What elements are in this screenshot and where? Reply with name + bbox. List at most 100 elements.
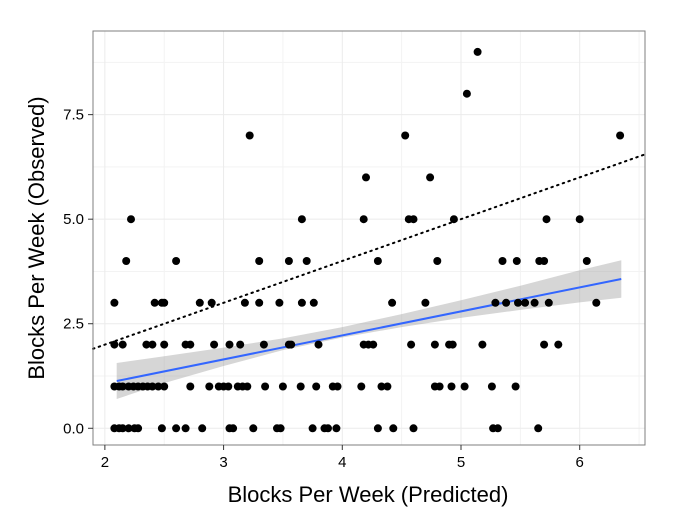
data-point: [383, 382, 392, 391]
data-point: [421, 298, 430, 307]
data-point: [148, 382, 157, 391]
data-point: [435, 382, 444, 391]
x-tick-label: 3: [219, 454, 227, 471]
data-point: [225, 340, 234, 349]
data-point: [297, 298, 306, 307]
data-point: [157, 424, 166, 433]
data-point: [575, 215, 584, 224]
data-point: [530, 298, 539, 307]
x-axis-ticks: 2 3 4 5 6: [101, 445, 584, 471]
data-point: [373, 257, 382, 265]
data-point: [302, 257, 311, 265]
fit-line: [116, 278, 622, 382]
y-axis-ticks: 0.0 2.5 5.0 7.5: [63, 107, 93, 437]
identity-line-path: [92, 153, 646, 350]
data-point: [491, 298, 500, 307]
data-point: [493, 424, 502, 433]
data-point: [487, 382, 496, 391]
data-point: [409, 424, 418, 433]
data-point: [236, 340, 245, 349]
data-point: [142, 340, 151, 349]
data-point: [373, 424, 382, 433]
data-point: [195, 298, 204, 307]
data-point: [118, 382, 127, 391]
data-point: [540, 340, 549, 349]
data-point: [512, 257, 521, 265]
data-point: [297, 215, 306, 224]
data-point: [186, 382, 195, 391]
data-points: [110, 47, 625, 433]
data-point: [207, 298, 216, 307]
data-point: [542, 215, 551, 224]
data-point: [276, 424, 285, 433]
x-tick-label: 6: [576, 454, 584, 471]
data-point: [172, 257, 181, 265]
data-point: [430, 340, 439, 349]
data-point: [249, 424, 258, 433]
data-point: [275, 298, 284, 307]
data-point: [388, 298, 397, 307]
data-point: [359, 215, 368, 224]
data-point: [534, 424, 543, 433]
data-point: [514, 298, 522, 307]
data-point: [433, 257, 442, 265]
data-point: [118, 340, 127, 349]
panel-border: [92, 30, 646, 446]
data-point: [616, 131, 625, 140]
data-point: [592, 298, 601, 307]
data-point: [498, 257, 507, 265]
data-point: [449, 215, 458, 224]
x-axis-title: Blocks Per Week (Predicted): [228, 482, 509, 507]
data-point: [314, 340, 323, 349]
data-point: [127, 215, 135, 224]
data-point: [447, 382, 456, 391]
data-point: [362, 173, 370, 182]
data-point: [409, 215, 418, 224]
data-point: [160, 382, 169, 391]
data-point: [210, 340, 219, 349]
data-point: [205, 382, 214, 391]
data-point: [154, 382, 163, 391]
data-point: [240, 298, 249, 307]
data-point: [255, 298, 264, 307]
data-point: [160, 298, 169, 307]
data-point: [544, 298, 553, 307]
fit-line-path: [116, 278, 622, 382]
data-point: [181, 424, 190, 433]
data-point: [312, 382, 321, 391]
data-point: [243, 382, 252, 391]
data-point: [186, 340, 195, 349]
data-point: [224, 382, 233, 391]
data-point: [540, 257, 549, 265]
data-point: [229, 424, 238, 433]
data-point: [511, 382, 520, 391]
major-gridlines: [93, 31, 645, 445]
minor-gridlines: [93, 31, 645, 445]
data-point: [582, 257, 591, 265]
data-point: [287, 340, 296, 349]
data-point: [134, 424, 143, 433]
data-point: [502, 298, 511, 307]
data-point: [554, 340, 563, 349]
data-point: [172, 424, 181, 433]
data-point: [460, 382, 469, 391]
data-point: [324, 424, 332, 433]
data-point: [198, 424, 207, 433]
data-point: [255, 257, 264, 265]
data-point: [462, 89, 471, 98]
data-point: [308, 424, 317, 433]
data-point: [448, 340, 457, 349]
data-point: [259, 340, 268, 349]
data-point: [110, 298, 119, 307]
data-point: [333, 382, 342, 391]
data-point: [122, 257, 131, 265]
y-tick-label: 2.5: [63, 316, 84, 333]
y-tick-label: 7.5: [63, 107, 84, 124]
data-point: [261, 382, 270, 391]
data-point: [401, 131, 410, 140]
data-point: [369, 340, 378, 349]
identity-line: [92, 153, 646, 350]
x-tick-label: 4: [338, 454, 346, 471]
data-point: [110, 340, 119, 349]
data-point: [478, 340, 487, 349]
